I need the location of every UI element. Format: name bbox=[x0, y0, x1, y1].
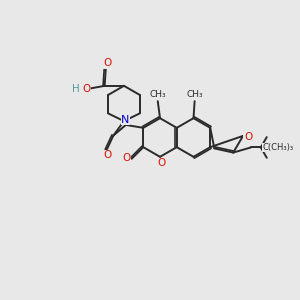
Text: O: O bbox=[157, 158, 165, 168]
Text: CH₃: CH₃ bbox=[186, 90, 203, 99]
Text: O: O bbox=[103, 58, 112, 68]
Text: N: N bbox=[121, 115, 130, 125]
Text: C(CH₃)₃: C(CH₃)₃ bbox=[262, 143, 293, 152]
Text: O: O bbox=[82, 84, 91, 94]
Text: O: O bbox=[122, 153, 131, 163]
Text: O: O bbox=[244, 132, 252, 142]
Text: O: O bbox=[103, 150, 112, 160]
Text: CH₃: CH₃ bbox=[149, 90, 166, 99]
Text: H: H bbox=[72, 84, 80, 94]
